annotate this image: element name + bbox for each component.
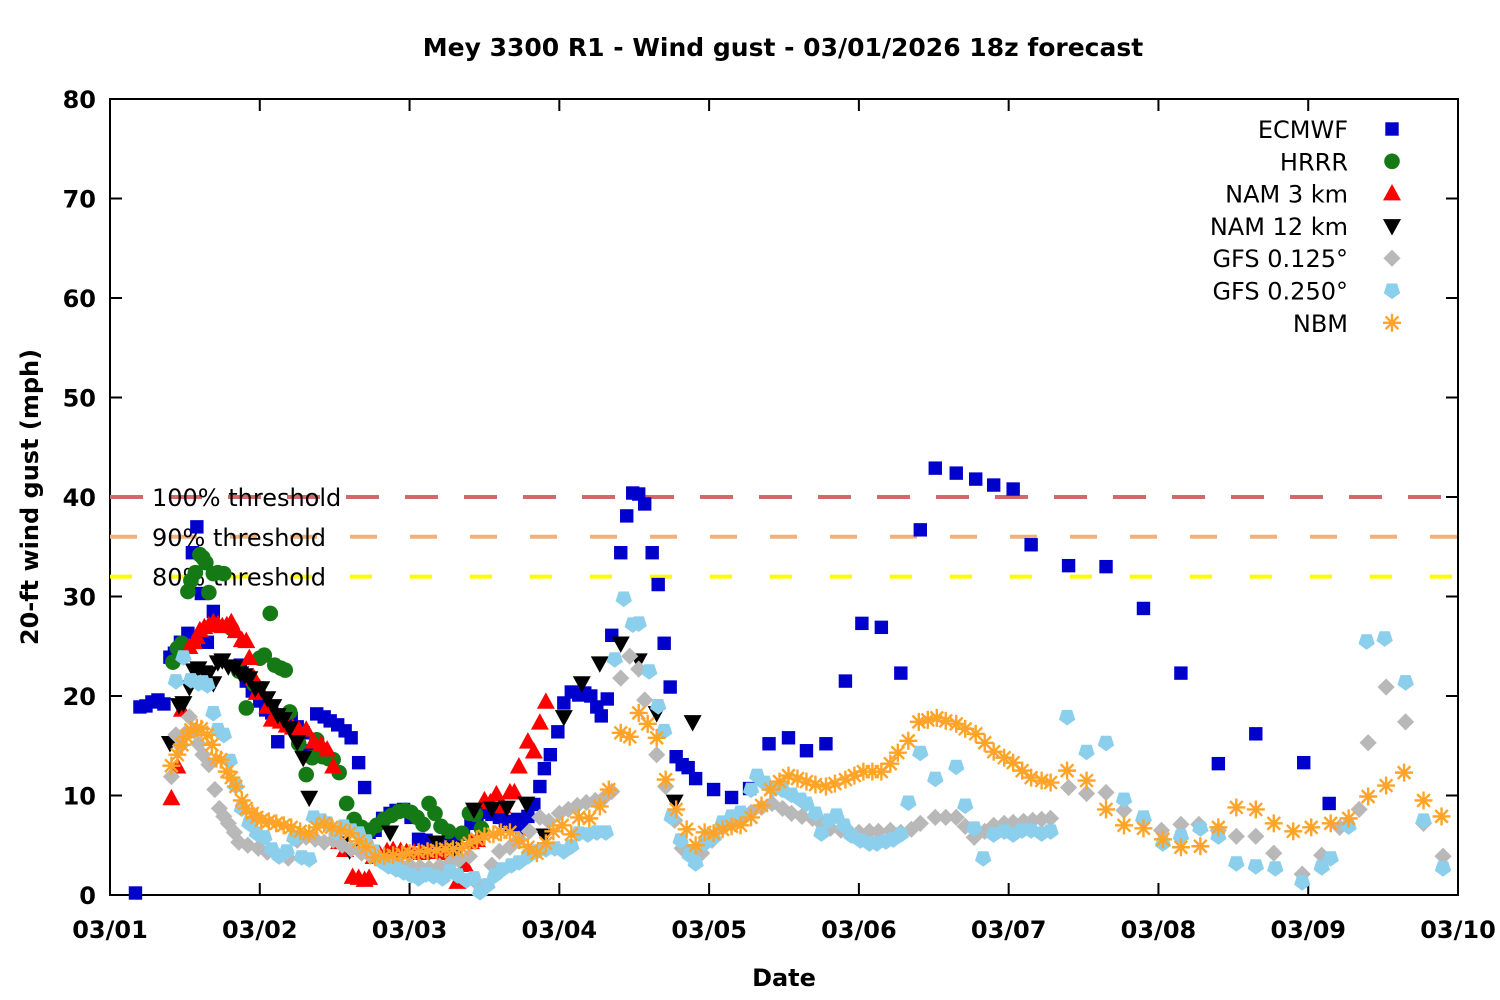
- legend-label: NAM 3 km: [1225, 181, 1348, 209]
- threshold-label-100-threshold: 100% threshold: [152, 484, 341, 512]
- legend-entry-ecmwf: ECMWF: [1258, 116, 1399, 144]
- legend-entry-gfs-0-125: GFS 0.125°: [1212, 245, 1401, 273]
- x-tick-label: 03/02: [222, 916, 298, 944]
- legend-marker-pentagon-icon: [1383, 283, 1401, 300]
- series-nbm: [162, 703, 1451, 867]
- y-tick-label: 70: [63, 186, 96, 214]
- chart-title: Mey 3300 R1 - Wind gust - 03/01/2026 18z…: [423, 33, 1143, 62]
- series-hrrr: [165, 546, 490, 860]
- x-tick-label: 03/06: [821, 916, 897, 944]
- legend-entry-nbm: NBM: [1293, 310, 1401, 338]
- legend-label: HRRR: [1280, 148, 1348, 176]
- x-tick-label: 03/09: [1270, 916, 1346, 944]
- y-tick-label: 0: [79, 882, 96, 910]
- legend-marker-square-icon: [1385, 122, 1399, 136]
- legend: ECMWF HRRR NAM 3 km NAM 12 km GFS 0.125° GFS …: [1210, 116, 1401, 338]
- legend-label: GFS 0.125°: [1212, 245, 1348, 273]
- legend-marker-circle-icon: [1384, 153, 1400, 170]
- legend-marker-diamond-icon: [1383, 249, 1401, 267]
- y-tick-label: 20: [63, 683, 96, 711]
- x-tick-label: 03/04: [522, 916, 598, 944]
- y-tick-label: 80: [63, 86, 96, 114]
- y-tick-label: 60: [63, 285, 96, 313]
- legend-label: NBM: [1293, 310, 1348, 338]
- legend-marker-triangle-up-icon: [1383, 184, 1401, 201]
- threshold-label-90-threshold: 90% threshold: [152, 524, 326, 552]
- legend-label: GFS 0.250°: [1212, 278, 1348, 306]
- x-tick-label: 03/07: [971, 916, 1047, 944]
- threshold-lines: 100% threshold 90% threshold 80% threshold: [110, 484, 1458, 592]
- x-tick-label: 03/03: [372, 916, 448, 944]
- y-tick-label: 30: [63, 584, 96, 612]
- y-tick-label: 10: [63, 783, 96, 811]
- x-tick-label: 03/10: [1420, 916, 1496, 944]
- threshold-label-80-threshold: 80% threshold: [152, 564, 326, 592]
- tick-labels: 03/01 03/02 03/03 03/04 03/05 03/06 03/07 03/08…: [63, 86, 1496, 944]
- legend-entry-gfs-0-250: GFS 0.250°: [1212, 278, 1401, 306]
- x-axis-label: Date: [752, 964, 816, 992]
- legend-entry-hrrr: HRRR: [1280, 148, 1400, 176]
- x-tick-label: 03/08: [1121, 916, 1197, 944]
- legend-label: NAM 12 km: [1210, 213, 1348, 241]
- x-tick-label: 03/01: [72, 916, 148, 944]
- series-points: [128, 461, 1452, 901]
- y-axis-label: 20-ft wind gust (mph): [16, 349, 44, 645]
- legend-entry-nam-3-km: NAM 3 km: [1225, 181, 1401, 209]
- legend-entry-nam-12-km: NAM 12 km: [1210, 213, 1401, 241]
- y-tick-label: 50: [63, 385, 96, 413]
- legend-marker-triangle-down-icon: [1383, 219, 1401, 236]
- x-tick-label: 03/05: [671, 916, 747, 944]
- legend-label: ECMWF: [1258, 116, 1348, 144]
- legend-marker-asterisk-icon: [1383, 313, 1401, 332]
- y-tick-label: 40: [63, 484, 96, 512]
